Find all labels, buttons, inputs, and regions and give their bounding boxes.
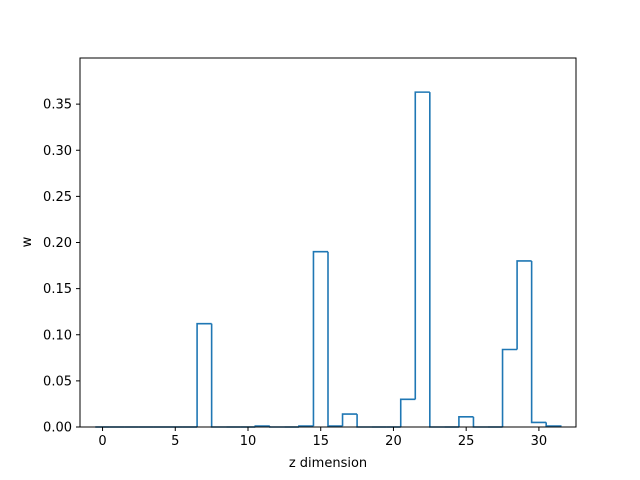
histogram-bin-7 (196, 322, 212, 427)
y-tick-label: 0.35 (43, 98, 72, 113)
y-tick-label: 0.15 (43, 282, 72, 297)
y-tick-label: 0.25 (43, 190, 72, 205)
histogram-bin-28 (501, 348, 518, 427)
x-tick-label: 30 (531, 434, 548, 449)
histogram-bin-30 (530, 260, 547, 424)
y-axis-ticks: 0.00 0.05 0.10 0.15 0.20 0.25 0.30 0.35 (43, 98, 80, 436)
y-tick-label: 0.20 (43, 236, 72, 251)
plot-area (79, 57, 577, 428)
y-tick-label: 0.00 (43, 421, 72, 436)
y-tick-label: 0.05 (43, 374, 72, 389)
histogram-bin-21 (399, 398, 416, 427)
x-tick-label: 10 (240, 434, 257, 449)
histogram-bin-16 (327, 251, 343, 427)
histogram-bin-22 (414, 91, 430, 400)
histogram-bin-25 (458, 416, 474, 427)
y-tick-label: 0.30 (43, 144, 72, 159)
x-tick-label: 5 (171, 434, 179, 449)
histogram-bin-15 (312, 250, 328, 427)
x-axis-label: z dimension (289, 456, 367, 471)
histogram-bin-29 (516, 260, 532, 350)
x-axis-ticks: 0 5 10 15 20 25 30 (98, 427, 547, 449)
y-axis-label: w (20, 236, 35, 247)
x-tick-label: 25 (458, 434, 475, 449)
x-tick-label: 0 (98, 434, 106, 449)
x-tick-label: 20 (385, 434, 402, 449)
y-tick-label: 0.10 (43, 328, 72, 343)
x-tick-label: 15 (312, 434, 329, 449)
histogram-bin-17 (341, 413, 358, 427)
